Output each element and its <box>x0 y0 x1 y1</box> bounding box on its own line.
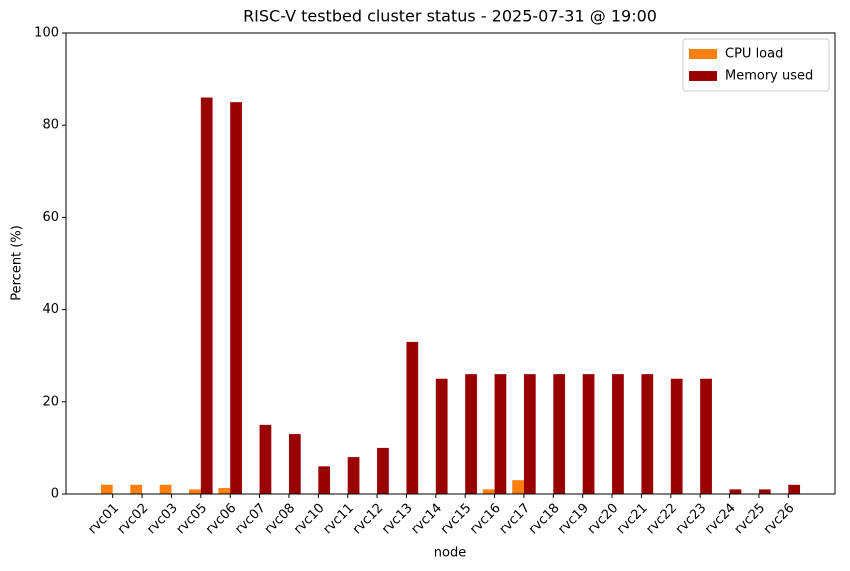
x-tick-label: rvc08 <box>262 501 299 538</box>
legend-swatch <box>689 71 717 81</box>
x-tick-label: rvc14 <box>409 501 446 538</box>
bar <box>288 434 301 494</box>
x-tick-label: rvc02 <box>115 501 152 538</box>
bar <box>494 374 507 494</box>
x-tick-label: rvc05 <box>174 501 211 538</box>
bar <box>700 378 712 494</box>
y-tick-label: 20 <box>42 394 59 409</box>
x-tick-label: rvc10 <box>291 501 328 538</box>
bar <box>788 484 801 494</box>
bar <box>435 378 448 494</box>
x-tick-label: rvc13 <box>379 501 416 538</box>
bar <box>130 484 143 494</box>
bar <box>189 489 201 494</box>
x-tick-label: rvc03 <box>144 501 181 538</box>
bar <box>259 424 272 494</box>
legend-label: Memory used <box>725 69 813 84</box>
x-axis-label: node <box>434 546 466 561</box>
x-tick-label: rvc01 <box>85 501 122 538</box>
bar <box>218 488 231 494</box>
x-tick-label: rvc15 <box>438 501 475 538</box>
bar <box>318 466 331 494</box>
x-tick-label: rvc18 <box>526 501 563 538</box>
x-tick-label: rvc24 <box>702 501 739 538</box>
legend-box <box>682 38 830 92</box>
legend-label: CPU load <box>725 47 783 62</box>
x-tick-label: rvc11 <box>320 501 357 538</box>
y-tick-label: 100 <box>34 26 59 41</box>
x-tick-label: rvc16 <box>467 501 504 538</box>
y-axis-label: Percent (%) <box>10 225 25 301</box>
bar <box>729 489 742 494</box>
x-tick-label: rvc12 <box>350 501 387 538</box>
y-tick-label: 40 <box>42 302 59 317</box>
bar <box>159 484 172 494</box>
bar <box>512 480 524 494</box>
x-tick-label: rvc21 <box>614 501 651 538</box>
bar <box>200 97 213 494</box>
y-tick-label: 80 <box>42 118 59 133</box>
bar <box>641 374 654 494</box>
x-tick-label: rvc19 <box>555 501 592 538</box>
x-tick-label: rvc06 <box>203 501 240 538</box>
chart-title: RISC-V testbed cluster status - 2025-07-… <box>243 7 657 26</box>
bar <box>100 484 113 494</box>
x-tick-label: rvc20 <box>585 501 622 538</box>
bar <box>465 374 477 494</box>
x-tick-label: rvc22 <box>644 501 681 538</box>
legend-swatch <box>689 49 717 59</box>
bar <box>230 102 242 495</box>
bar <box>670 378 683 494</box>
bar <box>523 374 536 494</box>
x-tick-label: rvc07 <box>232 501 269 538</box>
bar <box>377 447 389 494</box>
plot-frame <box>65 32 836 495</box>
bar <box>582 374 595 494</box>
bar <box>553 374 566 494</box>
x-tick-label: rvc17 <box>497 501 534 538</box>
bar <box>347 457 360 494</box>
y-tick-label: 60 <box>42 210 59 225</box>
bar <box>758 489 771 494</box>
x-tick-label: rvc26 <box>761 501 798 538</box>
x-tick-label: rvc23 <box>673 501 710 538</box>
bar <box>482 489 495 494</box>
y-tick-label: 0 <box>51 487 59 502</box>
bar <box>406 341 419 494</box>
bar <box>612 374 624 494</box>
x-tick-label: rvc25 <box>732 501 769 538</box>
